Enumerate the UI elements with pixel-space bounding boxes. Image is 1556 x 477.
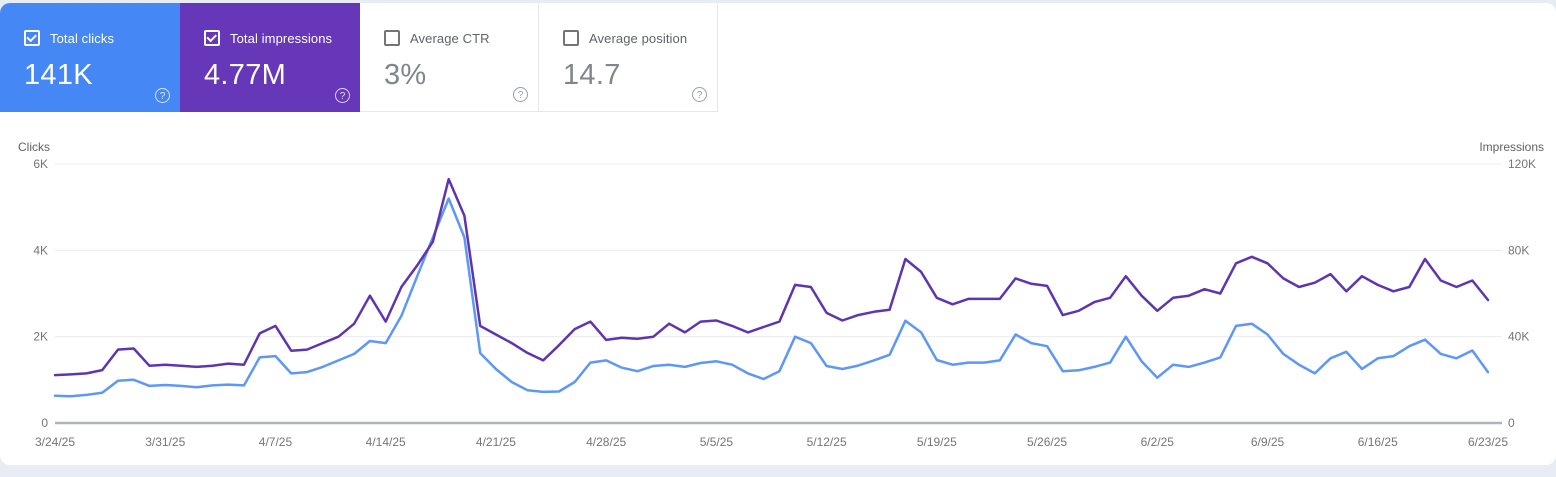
card-header: Total impressions [204,30,360,46]
svg-text:4/28/25: 4/28/25 [586,435,626,449]
svg-text:4K: 4K [33,243,48,257]
metric-label: Total impressions [230,30,333,46]
checkbox-unchecked-icon[interactable] [384,30,400,46]
svg-text:6/2/25: 6/2/25 [1141,435,1175,449]
svg-text:4/21/25: 4/21/25 [476,435,516,449]
svg-text:4/14/25: 4/14/25 [366,435,406,449]
metric-value: 141K [24,59,93,91]
svg-text:3/31/25: 3/31/25 [145,435,185,449]
svg-text:6/23/25: 6/23/25 [1468,435,1508,449]
svg-text:2K: 2K [33,330,48,344]
metric-value: 4.77M [204,59,287,91]
svg-text:5/26/25: 5/26/25 [1027,435,1067,449]
svg-text:6/16/25: 6/16/25 [1358,435,1398,449]
metric-card-total-impressions[interactable]: Total impressions 4.77M ? [180,3,360,112]
checkbox-unchecked-icon[interactable] [563,30,579,46]
svg-text:3/24/25: 3/24/25 [35,435,75,449]
svg-text:5/5/25: 5/5/25 [700,435,734,449]
svg-text:40K: 40K [1508,330,1529,344]
svg-text:5/19/25: 5/19/25 [917,435,957,449]
card-header: Average CTR [384,30,538,46]
svg-text:120K: 120K [1508,157,1536,171]
svg-text:6/9/25: 6/9/25 [1251,435,1285,449]
performance-panel: Total clicks 141K ? Total impressions 4.… [0,3,1556,465]
metric-label: Average position [589,30,688,46]
help-icon[interactable]: ? [155,88,170,103]
performance-chart[interactable]: 0 0 2K 40K 4K 80K 6K 120K 3/24/25 3/31/25 4/7/25 4/… [0,3,1556,465]
checkbox-checked-icon[interactable] [24,30,40,46]
svg-text:0: 0 [41,416,48,430]
metric-card-average-position[interactable]: Average position 14.7 ? [539,3,718,112]
right-axis-title: Impressions [1479,140,1544,154]
svg-text:4/7/25: 4/7/25 [259,435,293,449]
card-header: Total clicks [24,30,180,46]
metric-card-average-ctr[interactable]: Average CTR 3% ? [360,3,539,112]
svg-text:80K: 80K [1508,243,1529,257]
metric-cards-row: Total clicks 141K ? Total impressions 4.… [0,3,718,112]
left-axis-title: Clicks [18,140,50,154]
metric-card-total-clicks[interactable]: Total clicks 141K ? [0,3,180,112]
help-icon[interactable]: ? [692,87,707,102]
help-icon[interactable]: ? [335,88,350,103]
chart-canvas[interactable]: 0 0 2K 40K 4K 80K 6K 120K 3/24/25 3/31/25 4/7/25 4/… [0,3,1556,465]
metric-label: Total clicks [50,30,115,46]
svg-text:5/12/25: 5/12/25 [807,435,847,449]
metric-value: 3% [384,59,427,91]
help-icon[interactable]: ? [513,87,528,102]
metric-label: Average CTR [410,30,490,46]
metric-value: 14.7 [563,59,621,91]
svg-text:6K: 6K [33,157,48,171]
card-header: Average position [563,30,717,46]
svg-text:0: 0 [1508,416,1515,430]
checkbox-checked-icon[interactable] [204,30,220,46]
